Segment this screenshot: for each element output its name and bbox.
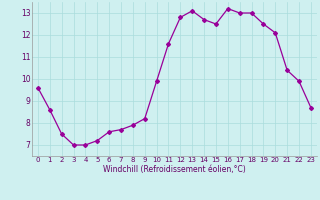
X-axis label: Windchill (Refroidissement éolien,°C): Windchill (Refroidissement éolien,°C): [103, 165, 246, 174]
